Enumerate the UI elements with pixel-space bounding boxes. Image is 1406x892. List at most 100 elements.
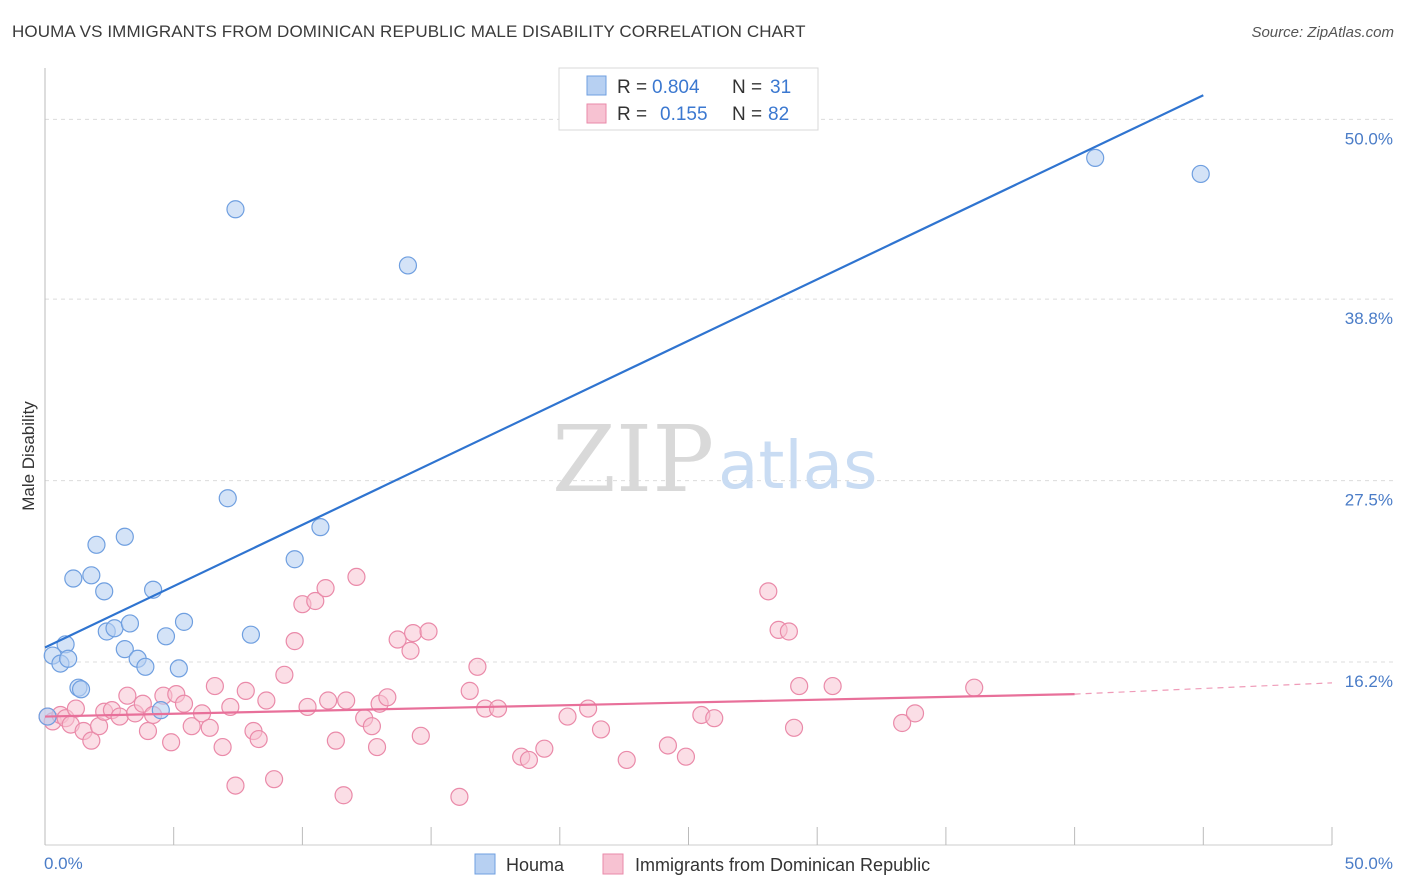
dominican-point [779,622,798,641]
houma-point [311,518,330,537]
legend-swatch-dominican [586,103,607,124]
y-axis-title: Male Disability [19,401,38,511]
houma-point [169,659,188,678]
houma-point [115,527,134,546]
houma-point [71,680,91,699]
legend-n-value-1: 31 [770,77,791,98]
x-axis-ticks [44,827,1333,845]
houma-point [120,614,140,633]
dominican-point [326,731,345,750]
dominican-point [162,733,181,752]
dominican-point [334,786,353,805]
bottom-legend-dominican: Immigrants from Dominican Republic [635,855,930,875]
legend-swatch-houma [586,75,607,96]
dominican-point [226,776,245,795]
source-label: Source: ZipAtlas.com [1251,24,1394,41]
dominican-point [347,567,366,587]
houma-point [87,535,106,554]
dominican-point [319,691,338,710]
series-houma-points [38,148,1210,726]
y-axis-tick-labels: 16.2% 27.5% 38.8% 50.0% [1345,129,1393,691]
dominican-point [236,681,255,700]
y-tick-label: 27.5% [1345,491,1393,510]
dominican-point [591,720,611,739]
dominican-point [264,770,284,789]
dominican-trend-line [44,692,1075,718]
legend-r-value-1: 0.804 [652,77,700,98]
dominican-point [488,699,508,718]
dominican-point [316,579,335,598]
houma-point [136,657,155,676]
houma-point [226,200,245,219]
watermark: ZIP atlas [552,406,878,513]
dominican-point [403,623,423,643]
houma-point [82,566,101,585]
houma-point [285,550,304,569]
dominican-point [388,630,407,649]
bottom-legend-swatch-dominican [602,853,624,875]
dominican-point [893,713,912,733]
dominican-point [558,707,577,726]
y-tick-label: 38.8% [1345,309,1393,328]
houma-trend-line [44,94,1204,649]
dominican-point [298,697,317,717]
houma-point [105,619,124,638]
series-dominican-points [38,567,984,806]
legend-n-label-1: N = [732,77,762,98]
dominican-point [213,737,232,757]
dominican-point [133,694,152,713]
dominican-point [182,717,201,736]
dominican-point [579,699,598,718]
houma-point [156,627,176,646]
dominican-point [401,641,420,660]
trend-lines [44,94,1333,718]
dominican-point [110,707,129,726]
dominican-point [419,622,438,641]
y-tick-label: 16.2% [1345,672,1393,691]
dominican-point [823,676,842,696]
watermark-zip: ZIP [552,406,714,513]
houma-point [59,649,78,668]
x-tick-label-min: 0.0% [44,854,83,873]
houma-point [174,612,194,631]
dominican-point [285,632,304,651]
dominican-point [306,591,325,611]
dominican-point [519,750,539,770]
dominican-point [257,691,276,710]
dominican-point [790,676,809,696]
houma-point [115,640,134,659]
legend-n-value-2: 82 [768,104,789,125]
dominican-point [658,736,678,755]
watermark-atlas: atlas [718,427,878,504]
legend: R = 0.804 N = 31 R = 0.155 N = 82 [558,67,819,131]
dominican-point [411,726,430,745]
legend-r-label-1: R = [617,77,647,98]
dominican-point [205,676,224,696]
dominican-point [138,721,158,741]
gridlines [45,118,1393,663]
dominican-point [82,731,101,750]
chart-title: HOUMA VS IMMIGRANTS FROM DOMINICAN REPUB… [12,22,806,41]
houma-point [241,625,261,644]
y-tick-label: 50.0% [1345,129,1393,148]
dominican-point [705,709,724,728]
legend-n-label-2: N = [732,104,762,125]
dominican-point [965,678,984,697]
dominican-point [617,750,636,770]
dominican-point [337,691,356,710]
dominican-point [174,694,194,713]
dominican-point [118,686,137,705]
dominican-point [676,747,696,766]
bottom-legend-swatch-houma [474,853,496,875]
houma-point [218,489,237,508]
dominican-point [378,688,397,707]
dominican-trend-extension [1074,682,1333,695]
dominican-point [221,697,240,717]
dominican-point [200,718,219,737]
dominican-point [460,681,479,700]
bottom-legend: Houma Immigrants from Dominican Republic [474,853,930,875]
dominican-point [362,717,381,736]
dominican-point [249,729,268,749]
dominican-point [759,582,778,601]
